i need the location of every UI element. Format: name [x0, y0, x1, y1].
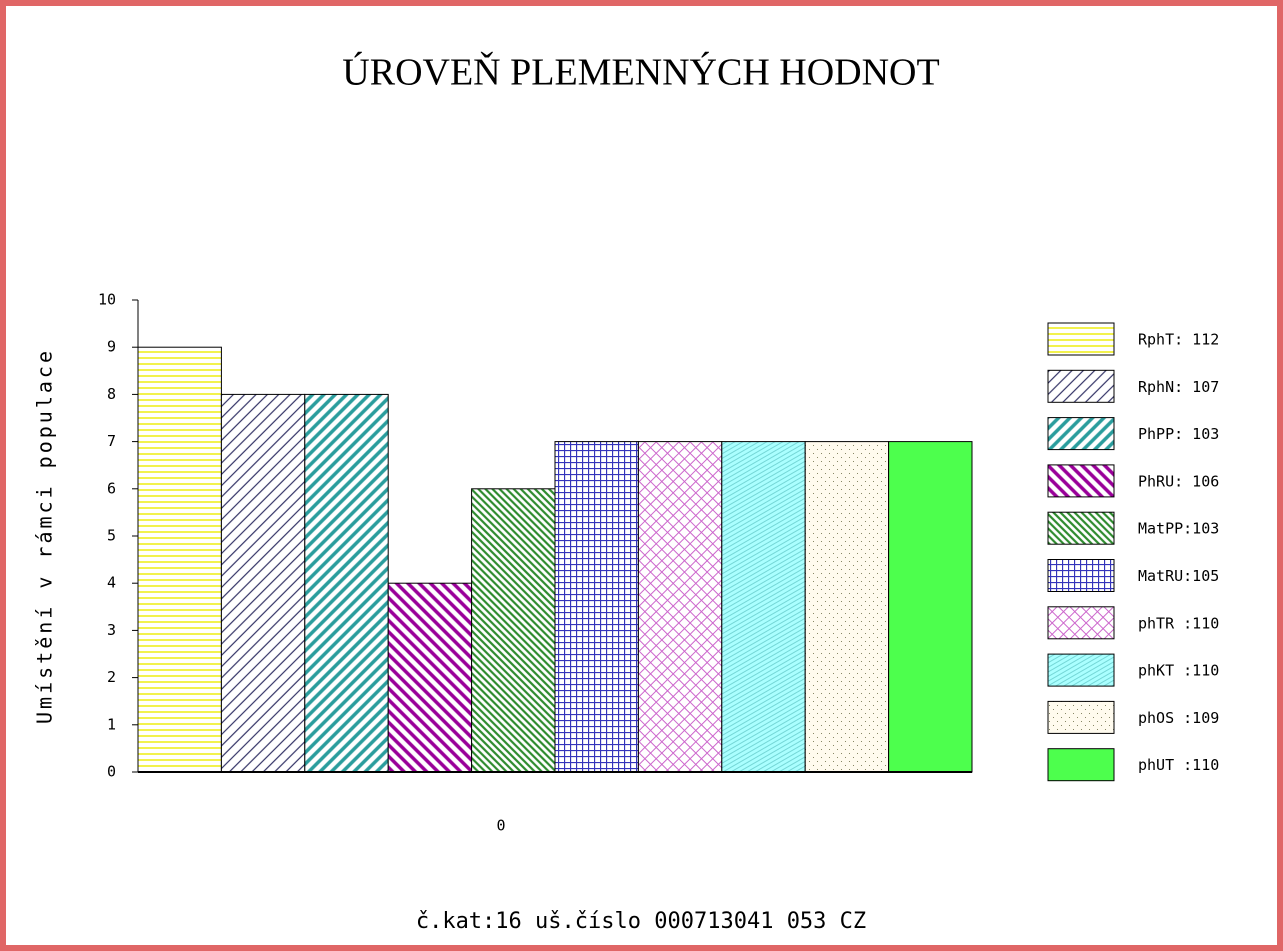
chart-title: ÚROVEŇ PLEMENNÝCH HODNOT: [342, 52, 939, 94]
legend-label: RphN: 107: [1138, 378, 1219, 396]
y-tick-label: 6: [107, 479, 116, 497]
legend-swatch: [1047, 700, 1115, 734]
bar: [804, 441, 890, 773]
legend-swatch: [1047, 369, 1115, 403]
y-tick-label: 2: [107, 668, 116, 686]
y-axis-label: Umístění v rámci populace: [33, 348, 57, 724]
legend-label: PhRU: 106: [1138, 472, 1219, 490]
legend-label: phKT :110: [1138, 662, 1219, 680]
y-tick-label: 10: [98, 291, 116, 309]
legend-label: RphT: 112: [1138, 331, 1219, 349]
caption: č.kat:16 uš.číslo 000713041 053 CZ: [416, 909, 866, 934]
y-tick-label: 4: [107, 574, 116, 592]
legend-label: PhPP: 103: [1138, 425, 1219, 443]
y-tick-label: 5: [107, 527, 116, 545]
bar: [471, 488, 556, 773]
legend-label: phOS :109: [1138, 709, 1219, 727]
legend-swatch: [1047, 464, 1115, 498]
bar: [554, 441, 639, 773]
legend-swatch: [1047, 322, 1115, 356]
y-tick-label: 7: [107, 432, 116, 450]
legend-swatch: [1047, 606, 1115, 640]
bar: [637, 441, 723, 773]
legend-swatch: [1047, 511, 1115, 545]
y-tick-label: 8: [107, 385, 116, 403]
bar: [387, 582, 473, 773]
legend-swatch: [1047, 653, 1115, 687]
bar: [304, 393, 389, 773]
y-tick-label: 0: [107, 763, 116, 781]
y-tick-label: 3: [107, 621, 116, 639]
bar: [721, 441, 806, 773]
y-tick-label: 1: [107, 715, 116, 733]
legend-label: MatPP:103: [1138, 520, 1219, 538]
legend-swatch: [1047, 417, 1115, 451]
legend-swatch: [1047, 748, 1115, 782]
bar: [137, 346, 222, 773]
legend-label: phTR :110: [1138, 614, 1219, 632]
y-tick-label: 9: [107, 338, 116, 356]
x-tick-label: 0: [496, 817, 505, 835]
bar: [888, 441, 973, 773]
bar: [220, 393, 306, 773]
legend-label: MatRU:105: [1138, 567, 1219, 585]
legend-swatch: [1047, 559, 1115, 592]
legend-label: phUT :110: [1138, 756, 1219, 774]
